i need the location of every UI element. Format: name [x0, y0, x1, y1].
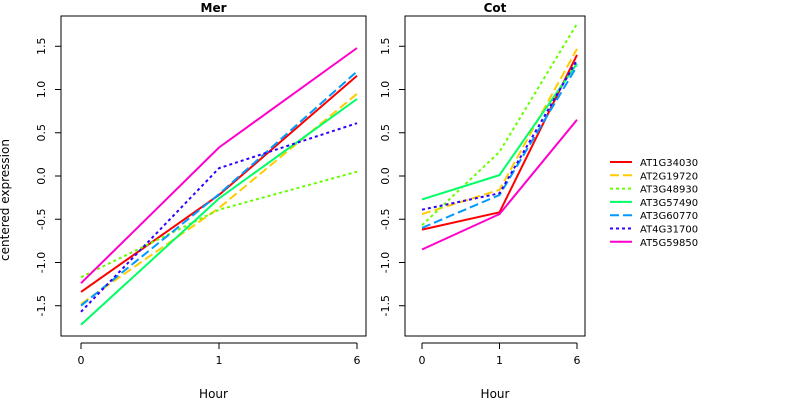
series-line-at3g60770 [80, 70, 358, 307]
legend-item: AT5G59850 [610, 238, 698, 249]
y-tick-label: 1.0 [35, 81, 48, 99]
y-tick-label: -1.5 [35, 295, 48, 316]
chart-panels: Mer -1.5 -1.0 -0.5 0.0 0.5 1.0 1.5 0 1 6 Hour Cot -1.… [35, 1, 586, 400]
x-axis: 0 1 6 [419, 342, 581, 367]
legend-label: AT3G57490 [640, 198, 698, 209]
y-tick-label: 0.0 [379, 167, 392, 185]
legend-label: AT3G60770 [640, 211, 698, 222]
series-lines [80, 47, 358, 326]
series-line-at4g31700 [421, 59, 578, 211]
x-tick-label: 0 [419, 354, 426, 367]
x-tick-label: 1 [216, 354, 223, 367]
y-tick-label: 0.5 [35, 124, 48, 142]
x-axis-title: Hour [481, 387, 510, 400]
series-line-at3g48930 [80, 170, 358, 279]
x-tick-label: 1 [496, 354, 503, 367]
y-tick-label: -0.5 [379, 209, 392, 230]
panel-cot: Cot -1.5 -1.0 -0.5 0.0 0.5 1.0 1.5 0 1 6 Hour [379, 1, 586, 400]
series-line-at4g31700 [80, 122, 358, 313]
series-line-at5g59850 [421, 119, 578, 251]
legend-label: AT2G19720 [640, 171, 698, 182]
panel-mer: Mer -1.5 -1.0 -0.5 0.0 0.5 1.0 1.5 0 1 6 Hour [35, 1, 367, 400]
y-tick-label: 1.5 [379, 38, 392, 56]
y-tick-label: -0.5 [35, 209, 48, 230]
legend-label: AT4G31700 [640, 225, 698, 236]
panel-title: Mer [201, 1, 227, 15]
series-line-at3g60770 [421, 65, 578, 229]
y-tick-label: -1.5 [379, 295, 392, 316]
y-tick-label: 0.5 [379, 124, 392, 142]
series-line-at2g19720 [421, 48, 578, 216]
y-tick-label: -1.0 [35, 252, 48, 273]
legend-item: AT3G48930 [610, 185, 698, 196]
series-line-at5g59850 [80, 47, 358, 284]
panel-title: Cot [484, 1, 507, 15]
y-tick-label: 0.0 [35, 167, 48, 185]
legend-item: AT2G19720 [610, 171, 698, 182]
legend-item: AT1G34030 [610, 158, 698, 169]
legend-label: AT1G34030 [640, 158, 698, 169]
x-axis-title: Hour [199, 387, 228, 400]
legend-item: AT3G60770 [610, 211, 698, 222]
x-tick-label: 0 [78, 354, 85, 367]
x-tick-label: 6 [574, 354, 581, 367]
legend-label: AT3G48930 [640, 185, 698, 196]
y-tick-label: 1.0 [379, 81, 392, 99]
y-tick-label: 1.5 [35, 38, 48, 56]
y-axis: -1.5 -1.0 -0.5 0.0 0.5 1.0 1.5 [35, 38, 62, 316]
y-tick-label: -1.0 [379, 252, 392, 273]
series-line-at3g57490 [421, 63, 578, 201]
x-tick-label: 6 [354, 354, 361, 367]
legend-item: AT4G31700 [610, 225, 698, 236]
legend: AT1G34030 AT2G19720 AT3G48930 AT3G57490 AT3G… [610, 158, 698, 249]
y-axis: -1.5 -1.0 -0.5 0.0 0.5 1.0 1.5 [379, 38, 406, 316]
series-line-at3g57490 [80, 98, 358, 326]
series-lines [421, 23, 578, 251]
y-axis-title: centered expression [0, 139, 12, 261]
legend-label: AT5G59850 [640, 238, 698, 249]
x-axis: 0 1 6 [78, 342, 361, 367]
plot-frame [60, 15, 367, 337]
series-line-at3g48930 [421, 23, 578, 227]
legend-item: AT3G57490 [610, 198, 698, 209]
